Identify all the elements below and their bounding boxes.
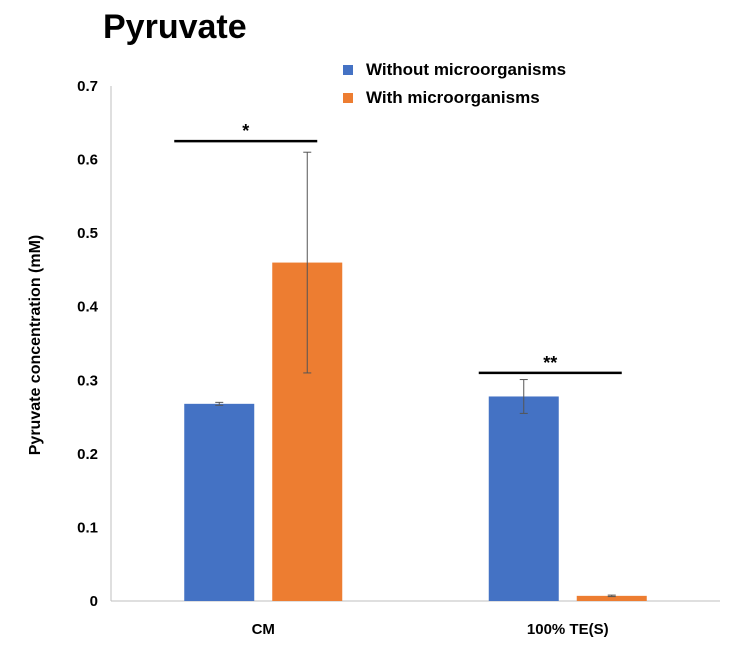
y-tick-label: 0	[90, 593, 98, 610]
y-tick-label: 0.1	[77, 519, 98, 536]
y-axis-title: Pyruvate concentration (mM)	[27, 235, 44, 455]
y-axis-title-group: Pyruvate concentration (mM)	[27, 235, 44, 455]
significance-markers: ***	[174, 121, 622, 375]
legend-label: Without microorganisms	[366, 60, 566, 79]
error-bars	[215, 151, 616, 598]
y-tick-label: 0.4	[77, 299, 99, 316]
category-label: 100% TE(S)	[527, 621, 609, 638]
bars	[184, 262, 647, 601]
y-tick-label: 0.2	[77, 446, 98, 463]
y-tick-label: 0.3	[77, 372, 98, 389]
y-tick-label: 0.7	[77, 78, 98, 95]
significance-label: *	[242, 121, 249, 141]
y-tick-label: 0.5	[77, 225, 98, 242]
legend-label: With microorganisms	[366, 88, 540, 107]
y-ticks: 0 0.1 0.2 0.3 0.4 0.5 0.6 0.7	[77, 78, 99, 610]
bar-without-0	[184, 403, 255, 601]
category-label: CM	[252, 621, 275, 638]
chart-title: Pyruvate	[103, 8, 247, 46]
legend-swatch	[343, 93, 353, 103]
legend: Without microorganisms With microorganism…	[343, 60, 566, 107]
legend-swatch	[343, 65, 353, 75]
significance-label: **	[543, 353, 557, 373]
bar-with-1	[576, 595, 647, 601]
bar-without-1	[488, 396, 559, 601]
y-tick-label: 0.6	[77, 152, 98, 169]
category-labels: CM 100% TE(S)	[252, 621, 609, 638]
